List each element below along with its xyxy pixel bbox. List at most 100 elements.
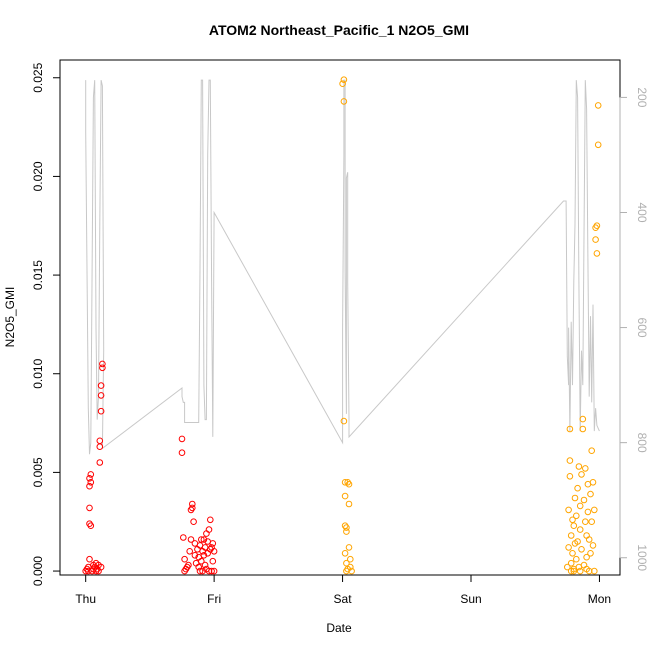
data-point-orange — [591, 506, 598, 514]
data-point-orange — [345, 500, 353, 508]
data-point-orange — [347, 563, 354, 571]
y2-tick-label: 800 — [635, 433, 649, 453]
data-point-orange — [583, 565, 590, 573]
data-point-orange — [569, 516, 576, 524]
data-point-orange — [341, 492, 349, 500]
y2-tick-label: 400 — [635, 202, 649, 222]
y2-axis: 200 400 600 800 1000 — [619, 87, 649, 571]
y2-tick-label: 600 — [635, 318, 649, 338]
x-axis: Thu Fri Sat Sun Mon — [75, 574, 611, 606]
data-point-red — [196, 567, 204, 575]
data-point-orange — [594, 102, 602, 109]
data-point-red — [181, 555, 188, 563]
y-axis: 0.000 0.005 0.010 0.015 0.020 0.025 — [31, 62, 61, 586]
data-point-orange — [575, 463, 583, 470]
data-point-red — [86, 482, 93, 490]
data-point-orange — [576, 502, 584, 510]
data-point-orange — [339, 80, 346, 87]
data-point-red — [187, 536, 195, 543]
data-point-red — [191, 552, 199, 559]
data-point-red — [97, 407, 105, 415]
data-point-orange — [566, 425, 574, 433]
data-point-red — [86, 504, 93, 512]
data-point-orange — [567, 559, 575, 567]
data-point-red — [198, 536, 205, 543]
y-tick-label: 0.025 — [31, 62, 45, 92]
data-point-orange — [583, 532, 590, 539]
data-point-orange — [573, 512, 580, 520]
y-tick-label: 0.010 — [31, 358, 45, 388]
x-tick-label: Thu — [75, 592, 96, 606]
data-point-red — [186, 548, 193, 555]
data-point-red — [200, 552, 208, 559]
data-point-orange — [345, 480, 353, 488]
data-point-red — [199, 567, 206, 575]
data-point-orange — [343, 524, 350, 531]
data-point-orange — [341, 479, 349, 486]
y2-tick-label: 200 — [635, 87, 649, 107]
data-point-red — [180, 534, 187, 541]
data-point-red — [97, 563, 105, 571]
data-point-orange — [347, 555, 354, 563]
data-point-orange — [564, 563, 571, 571]
data-point-red — [203, 530, 210, 537]
data-point-red — [210, 548, 218, 555]
data-point-red — [87, 471, 95, 478]
data-point-orange — [578, 546, 585, 553]
data-point-red — [87, 479, 95, 486]
data-point-red — [201, 561, 209, 569]
y-tick-label: 0.015 — [31, 260, 45, 290]
data-points — [82, 76, 602, 575]
y2-tick-label: 1000 — [635, 544, 649, 571]
data-point-orange — [567, 532, 575, 539]
data-point-orange — [340, 417, 348, 425]
y-tick-label: 0.020 — [31, 161, 45, 191]
data-point-orange — [591, 567, 598, 575]
data-point-orange — [587, 550, 594, 557]
data-point-red — [189, 504, 196, 512]
chart-title: ATOM2 Northeast_Pacific_1 N2O5_GMI — [209, 22, 469, 38]
data-point-orange — [583, 553, 590, 561]
data-point-red — [86, 475, 93, 482]
data-point-red — [96, 459, 104, 466]
data-point-red — [207, 546, 214, 553]
data-point-orange — [343, 559, 350, 567]
data-point-orange — [588, 447, 596, 455]
data-point-orange — [567, 567, 575, 575]
x-tick-label: Mon — [588, 592, 611, 606]
data-point-red — [189, 500, 196, 508]
data-point-orange — [566, 457, 574, 464]
data-point-orange — [589, 479, 597, 486]
data-point-red — [205, 526, 213, 533]
data-point-orange — [588, 518, 596, 526]
data-point-orange — [341, 522, 349, 530]
data-point-orange — [580, 496, 588, 504]
data-point-red — [99, 364, 106, 372]
data-point-red — [96, 443, 104, 451]
plot-frame — [59, 59, 621, 576]
data-point-orange — [573, 555, 580, 563]
data-point-orange — [579, 415, 587, 423]
data-point-orange — [587, 490, 594, 498]
data-point-orange — [565, 506, 572, 514]
data-point-orange — [574, 484, 581, 492]
data-point-red — [99, 360, 106, 368]
data-point-red — [200, 536, 208, 543]
data-point-orange — [576, 526, 584, 533]
data-point-red — [208, 567, 215, 575]
data-point-orange — [594, 141, 602, 149]
data-point-orange — [582, 465, 589, 472]
data-point-orange — [345, 544, 353, 551]
data-point-red — [86, 555, 93, 563]
y-tick-label: 0.005 — [31, 457, 45, 487]
data-point-red — [209, 540, 217, 547]
x-axis-label: Date — [326, 621, 352, 635]
data-point-red — [97, 382, 105, 389]
pressure-line — [85, 79, 600, 455]
data-point-orange — [576, 567, 584, 575]
data-point-orange — [566, 473, 574, 480]
data-point-orange — [584, 508, 592, 516]
data-point-red — [96, 437, 104, 445]
data-point-orange — [570, 522, 578, 530]
